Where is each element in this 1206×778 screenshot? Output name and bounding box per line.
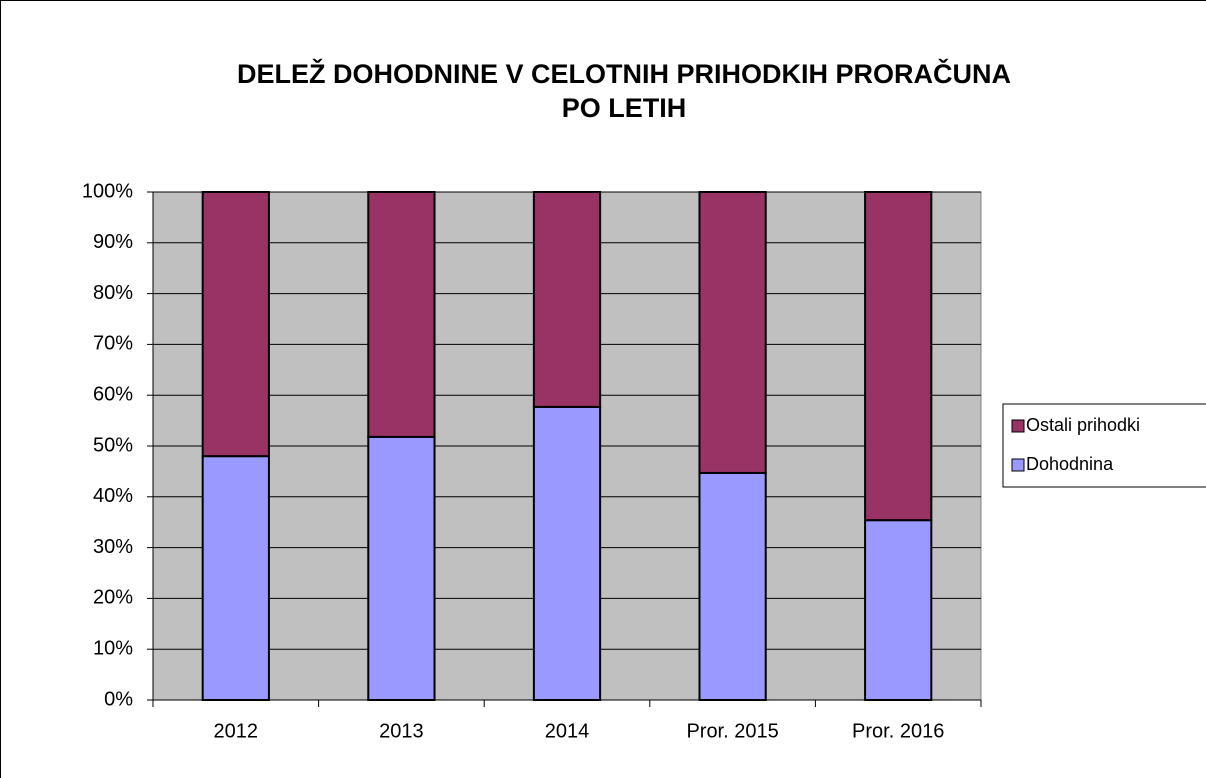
- y-tick-label: 0%: [104, 688, 133, 710]
- chart-title: PO LETIH: [562, 93, 687, 123]
- bar-segment: [864, 191, 933, 522]
- y-tick-label: 10%: [93, 637, 133, 659]
- y-tick-label: 50%: [93, 434, 133, 456]
- bar-segment: [367, 435, 436, 701]
- legend-box: [1002, 403, 1206, 488]
- x-tick-label: Pror. 2016: [852, 720, 944, 742]
- y-tick-label: 40%: [93, 485, 133, 507]
- bar-segment: [532, 405, 602, 701]
- bar-segment: [698, 191, 767, 474]
- x-tick-label: 2013: [379, 720, 424, 742]
- bar-segment: [698, 471, 767, 702]
- bar-segment: [367, 191, 436, 438]
- bar-segment: [201, 455, 270, 701]
- bar-segment: [864, 519, 933, 702]
- legend-label: Dohodnina: [1026, 454, 1114, 474]
- legend-swatch: [1011, 419, 1025, 433]
- y-tick-label: 30%: [93, 536, 133, 558]
- bar-segment: [532, 191, 602, 408]
- y-tick-label: 20%: [93, 587, 133, 609]
- legend-label: Ostali prihodki: [1026, 415, 1140, 435]
- bar-segment: [201, 191, 270, 458]
- legend-swatch: [1011, 458, 1025, 472]
- x-tick-label: 2012: [214, 720, 259, 742]
- y-tick-label: 90%: [93, 231, 133, 253]
- y-tick-label: 80%: [93, 282, 133, 304]
- x-tick-label: Pror. 2015: [686, 720, 778, 742]
- y-tick-label: 70%: [93, 333, 133, 355]
- chart-title: DELEŽ DOHODNINE V CELOTNIH PRIHODKIH PRO…: [237, 58, 1011, 89]
- x-tick-label: 2014: [545, 720, 590, 742]
- y-tick-label: 60%: [93, 383, 133, 405]
- y-tick-label: 100%: [82, 180, 133, 202]
